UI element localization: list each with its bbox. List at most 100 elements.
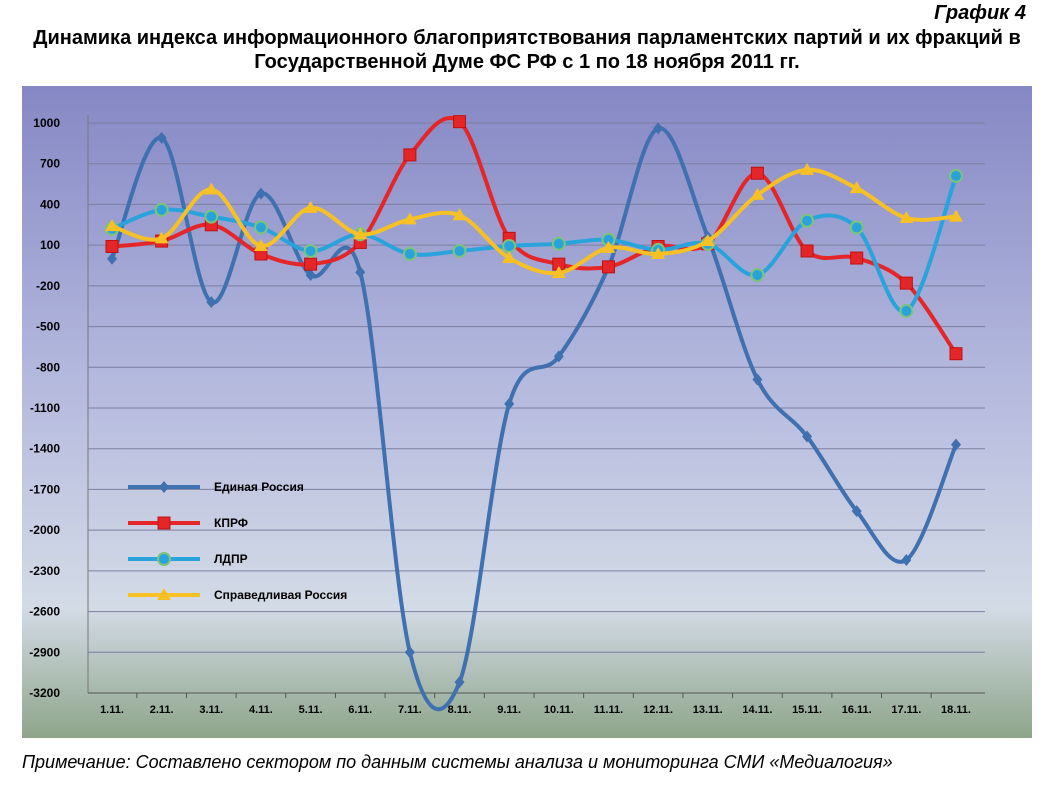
legend-label: КПРФ [214, 516, 248, 530]
marker-square [949, 347, 963, 361]
x-tick-label: 8.11. [448, 704, 472, 716]
marker-diamond [454, 676, 465, 689]
y-tick-label: -2600 [29, 605, 60, 619]
marker-circle [204, 209, 219, 224]
y-tick-label: 400 [40, 197, 60, 211]
marker-circle [800, 213, 815, 228]
marker-triangle [204, 182, 219, 195]
y-tick-label: 100 [40, 238, 60, 252]
marker-diamond [802, 430, 813, 443]
x-tick-label: 10.11. [544, 704, 574, 716]
marker-square [304, 257, 318, 271]
marker-diamond [255, 187, 266, 200]
x-tick-label: 4.11. [249, 704, 273, 716]
x-tick-label: 3.11. [199, 704, 223, 716]
marker-diamond [404, 646, 415, 659]
marker-diamond [752, 373, 763, 386]
marker-triangle [154, 231, 169, 244]
marker-circle [551, 236, 566, 251]
marker-diamond [156, 131, 167, 144]
marker-square [850, 251, 864, 265]
marker-square [601, 260, 615, 274]
y-tick-label: -1400 [29, 442, 60, 456]
y-tick-label: -3200 [29, 686, 60, 700]
marker-square [899, 276, 913, 290]
marker-square [453, 115, 467, 129]
marker-triangle [849, 181, 864, 194]
marker-triangle [551, 265, 566, 278]
marker-triangle [800, 162, 815, 175]
y-tick-label: -1100 [30, 401, 60, 415]
legend-label: Справедливая Россия [214, 588, 347, 602]
marker-diamond [553, 350, 564, 363]
marker-diamond [206, 296, 217, 309]
x-tick-label: 5.11. [299, 704, 323, 716]
marker-triangle [105, 219, 119, 232]
y-tick-label: -2000 [29, 523, 60, 537]
marker-diamond [901, 554, 912, 566]
marker-triangle [949, 209, 963, 222]
marker-triangle [750, 187, 765, 200]
marker-triangle [452, 208, 467, 221]
x-tick-label: 16.11. [842, 704, 872, 716]
marker-circle [899, 303, 914, 318]
y-tick-label: -1700 [29, 482, 60, 496]
x-tick-label: 11.11. [594, 704, 623, 716]
series-line [110, 126, 958, 712]
x-tick-label: 14.11. [742, 704, 772, 716]
x-tick-label: 15.11. [792, 704, 822, 716]
x-tick-label: 17.11. [891, 704, 921, 716]
marker-circle [502, 238, 517, 253]
marker-circle [154, 202, 169, 217]
x-tick-label: 18.11. [941, 704, 971, 716]
marker-circle [949, 168, 963, 183]
marker-diamond [159, 481, 169, 493]
marker-triangle [253, 238, 268, 251]
marker-diamond [851, 505, 862, 518]
legend-label: Единая Россия [214, 480, 304, 494]
marker-triangle [899, 211, 914, 223]
chart-label: График 4 [934, 2, 1026, 24]
marker-circle [452, 243, 467, 258]
marker-circle [303, 243, 318, 258]
marker-triangle [502, 251, 517, 264]
marker-diamond [504, 397, 515, 410]
marker-square [800, 244, 814, 258]
legend-label: ЛДПР [214, 552, 248, 566]
marker-circle [849, 220, 864, 235]
y-tick-label: 1000 [33, 116, 60, 130]
marker-circle [157, 552, 171, 566]
marker-diamond [951, 438, 961, 451]
x-tick-label: 12.11. [643, 704, 673, 716]
x-tick-label: 2.11. [150, 704, 174, 716]
marker-triangle [402, 212, 417, 225]
marker-circle [253, 220, 268, 235]
marker-triangle [303, 200, 318, 213]
marker-triangle [601, 240, 616, 253]
marker-square [403, 148, 417, 162]
marker-diamond [653, 122, 664, 135]
y-tick-label: -2900 [29, 645, 60, 659]
x-tick-label: 9.11. [497, 704, 521, 716]
y-tick-label: 700 [40, 157, 60, 171]
marker-triangle [157, 588, 171, 600]
marker-triangle [700, 234, 715, 247]
chart-note: Примечание: Составлено сектором по данны… [22, 752, 893, 772]
marker-triangle [353, 227, 368, 240]
y-tick-label: -200 [36, 279, 60, 293]
chart-title: Динамика индекса информационного благопр… [33, 27, 1021, 73]
x-tick-label: 6.11. [348, 704, 372, 716]
marker-diamond [305, 269, 316, 281]
y-tick-label: -2300 [29, 564, 60, 578]
y-tick-label: -500 [36, 320, 60, 334]
marker-square [105, 240, 119, 253]
y-tick-label: -800 [36, 360, 60, 374]
marker-diamond [355, 266, 366, 279]
marker-square [157, 516, 171, 530]
marker-circle [402, 246, 417, 261]
plot-background [22, 86, 1032, 738]
marker-triangle [651, 246, 666, 259]
x-tick-label: 7.11. [398, 704, 422, 716]
marker-circle [750, 268, 765, 282]
